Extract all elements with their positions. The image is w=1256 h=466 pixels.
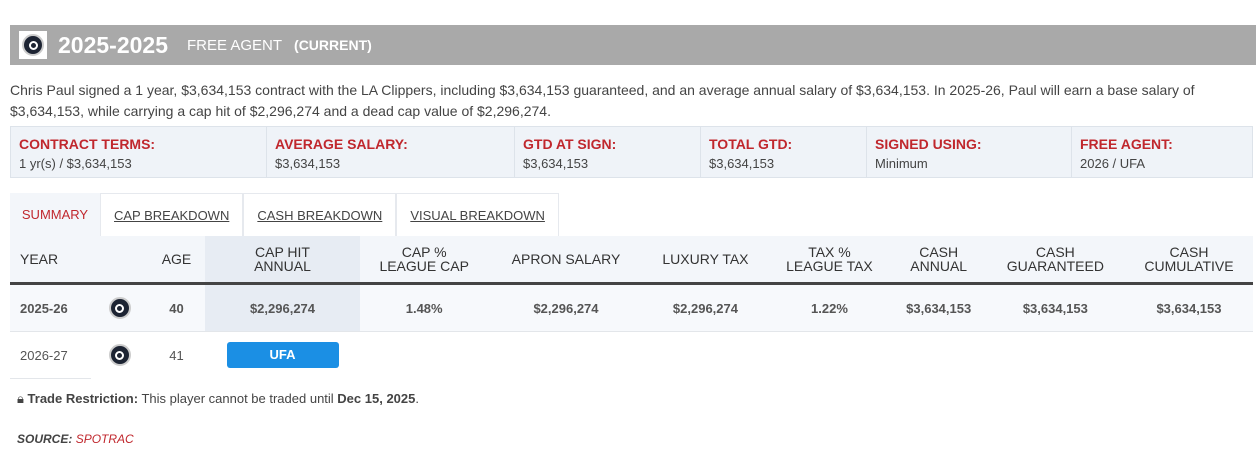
luxury-tax-cell: $2,296,274 — [643, 283, 768, 332]
tab-cap-breakdown[interactable]: CAP BREAKDOWN — [100, 193, 244, 236]
lock-pin-icon: 🔒︎ — [17, 391, 24, 406]
term-value: $3,634,153 — [709, 156, 775, 171]
contract-years: 2025-2025 — [58, 31, 168, 58]
term-free-agent: FREE AGENT: 2026 / UFA — [1072, 127, 1252, 177]
trade-date: Dec 15, 2025 — [337, 391, 416, 406]
tab-bar: SUMMARY CAP BREAKDOWN CASH BREAKDOWN VIS… — [10, 193, 559, 236]
col-cash-annual: CASH ANNUAL — [891, 236, 986, 285]
tab-cash-breakdown[interactable]: CASH BREAKDOWN — [243, 193, 397, 236]
team-logo-icon — [91, 331, 148, 379]
term-value: $3,634,153 — [275, 156, 341, 171]
age-cell: 41 — [148, 331, 205, 379]
col-cap-pct: CAP % LEAGUE CAP — [360, 236, 489, 285]
term-label: FREE AGENT: — [1080, 136, 1173, 152]
term-value: 2026 / UFA — [1080, 156, 1146, 171]
col-cap-hit: CAP HIT ANNUAL — [205, 236, 360, 285]
col-year: YEAR — [10, 236, 91, 285]
table-header: YEAR AGE CAP HIT ANNUAL CAP % LEAGUE CAP A… — [10, 236, 1253, 285]
current-label: (CURRENT) — [294, 37, 372, 53]
term-label: TOTAL GTD: — [709, 136, 793, 152]
tab-summary[interactable]: SUMMARY — [10, 193, 100, 236]
age-cell: 40 — [148, 283, 205, 332]
cap-pct-cell: 1.48% — [360, 283, 489, 332]
col-cash-guaranteed: CASH GUARANTEED — [985, 236, 1125, 285]
term-value: $3,634,153 — [523, 156, 589, 171]
contract-description: Chris Paul signed a 1 year, $3,634,153 c… — [10, 82, 1195, 119]
source: SOURCE: SPOTRAC — [17, 432, 134, 446]
ufa-badge: UFA — [226, 342, 339, 369]
contract-status: FREE AGENT — [187, 36, 283, 54]
trade-label: Trade Restriction: — [27, 391, 139, 406]
cap-hit-cell: $2,296,274 — [205, 283, 360, 332]
team-logo-icon — [91, 283, 148, 332]
term-label: GTD AT SIGN: — [523, 136, 617, 152]
source-link[interactable]: SPOTRAC — [75, 432, 134, 446]
cash-annual-cell: $3,634,153 — [891, 283, 986, 332]
trade-text: This player cannot be traded until — [138, 391, 338, 406]
cash-guaranteed-cell: $3,634,153 — [985, 283, 1125, 332]
ufa-cell: UFA — [205, 331, 360, 379]
table-row: 2026-27 41 UFA — [10, 331, 1253, 379]
tab-visual-breakdown[interactable]: VISUAL BREAKDOWN — [396, 193, 559, 236]
cash-cumulative-cell: $3,634,153 — [1124, 283, 1253, 332]
term-label: CONTRACT TERMS: — [19, 136, 156, 152]
contract-header: 2025-2025 FREE AGENT (CURRENT) — [10, 25, 1256, 65]
empty-cell — [360, 331, 1253, 379]
term-label: SIGNED USING: — [875, 136, 982, 152]
trade-end: . — [415, 391, 419, 406]
term-gtd-sign: GTD AT SIGN: $3,634,153 — [515, 127, 701, 177]
term-average: AVERAGE SALARY: $3,634,153 — [267, 127, 515, 177]
trade-restriction: 🔒︎ Trade Restriction: This player cannot… — [17, 391, 419, 407]
col-tax-pct: TAX % LEAGUE TAX — [767, 236, 892, 285]
term-value: Minimum — [875, 156, 928, 171]
source-label: SOURCE: — [17, 432, 73, 446]
apron-cell: $2,296,274 — [488, 283, 644, 332]
contract-terms: CONTRACT TERMS: 1 yr(s) / $3,634,153 AVER… — [10, 126, 1253, 178]
team-logo — [19, 31, 47, 59]
table-row: 2025-26 40 $2,296,274 1.48% $2,296,274 $… — [10, 283, 1253, 332]
term-label: AVERAGE SALARY: — [275, 136, 408, 152]
col-team — [91, 236, 148, 285]
col-apron: APRON SALARY — [488, 236, 644, 285]
year-cell: 2025-26 — [10, 283, 91, 332]
col-luxury-tax: LUXURY TAX — [643, 236, 768, 285]
contract-table: YEAR AGE CAP HIT ANNUAL CAP % LEAGUE CAP A… — [10, 236, 1253, 379]
term-signed-using: SIGNED USING: Minimum — [867, 127, 1072, 177]
term-value: 1 yr(s) / $3,634,153 — [19, 156, 132, 171]
col-age: AGE — [148, 236, 205, 285]
col-cash-cumulative: CASH CUMULATIVE — [1124, 236, 1253, 285]
term-contract: CONTRACT TERMS: 1 yr(s) / $3,634,153 — [11, 127, 267, 177]
tax-pct-cell: 1.22% — [767, 283, 892, 332]
term-total-gtd: TOTAL GTD: $3,634,153 — [701, 127, 867, 177]
year-cell: 2026-27 — [10, 331, 91, 379]
